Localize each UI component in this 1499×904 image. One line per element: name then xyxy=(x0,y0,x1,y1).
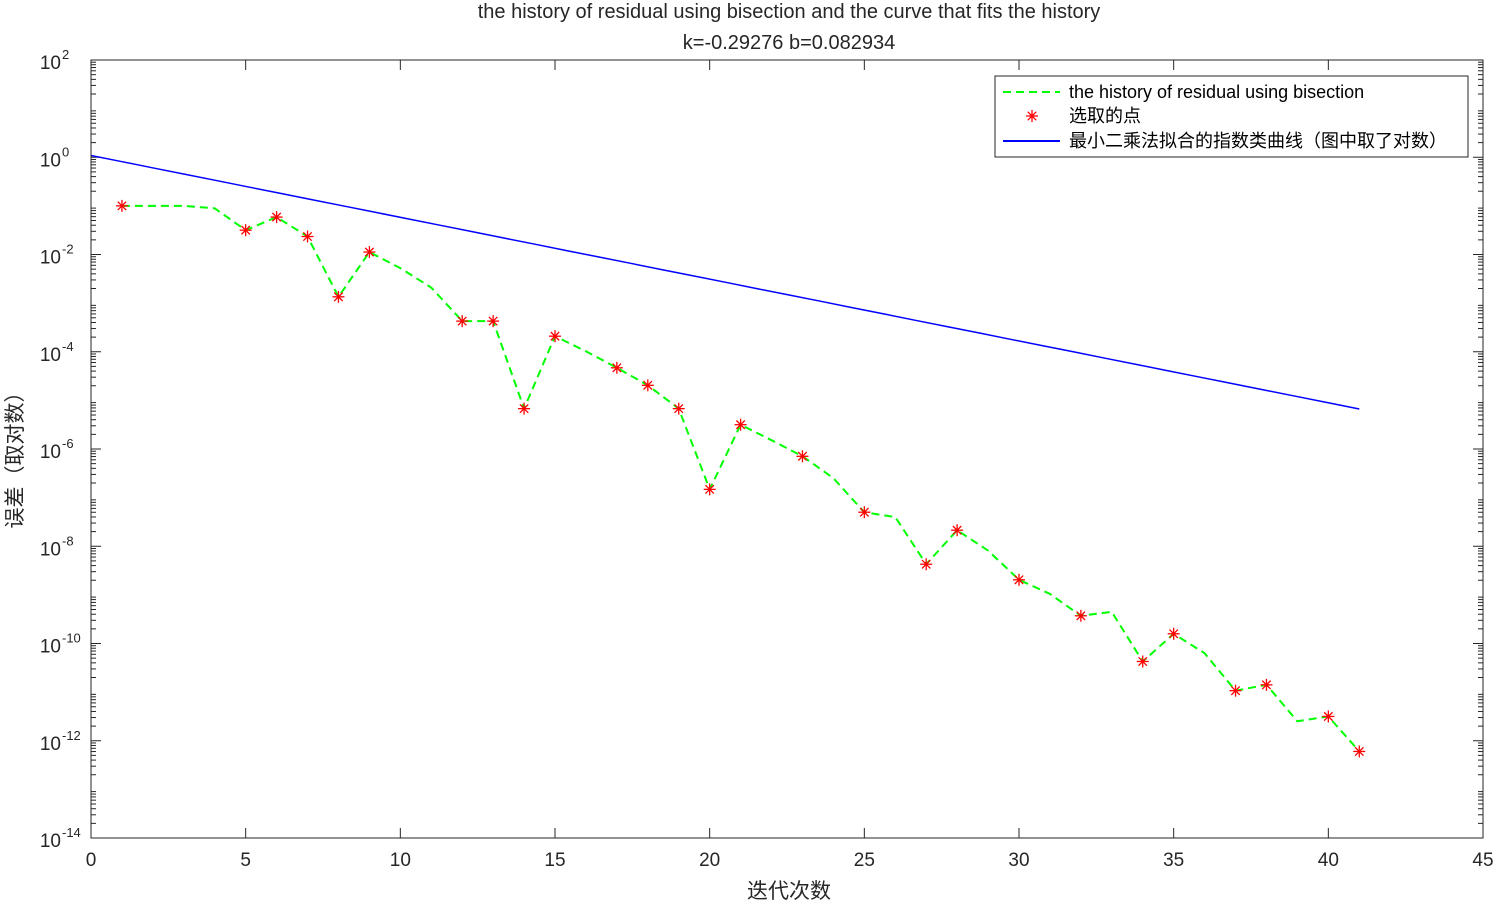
selected-points xyxy=(115,199,1366,758)
y-tick-label: 10 xyxy=(40,637,61,658)
selected-point-marker xyxy=(1136,655,1149,668)
y-tick-exponent: 0 xyxy=(62,144,69,159)
legend-star-icon xyxy=(1026,110,1038,122)
selected-point-marker xyxy=(487,315,500,328)
legend-fit-label: 最小二乘法拟合的指数类曲线（图中取了对数） xyxy=(1069,131,1447,151)
y-tick-exponent: -8 xyxy=(62,533,74,548)
x-tick-label: 25 xyxy=(854,850,875,871)
selected-point-marker xyxy=(363,246,376,259)
y-tick-exponent: -2 xyxy=(62,242,74,257)
y-tick-label: 10 xyxy=(40,248,61,269)
legend-box xyxy=(994,75,1469,158)
selected-point-marker xyxy=(610,361,623,374)
selected-point-marker xyxy=(734,418,747,431)
legend: the history of residual using bisection … xyxy=(994,75,1469,158)
chart-title: the history of residual using bisection … xyxy=(478,1,1101,23)
y-tick-label: 10 xyxy=(40,150,61,171)
y-tick-exponent: 2 xyxy=(62,47,69,62)
legend-marker-swatch xyxy=(1026,110,1038,122)
y-tick-label: 10 xyxy=(40,539,61,560)
y-tick-label: 10 xyxy=(40,345,61,366)
selected-point-marker xyxy=(518,402,531,415)
y-tick-exponent: -4 xyxy=(62,339,74,354)
x-tick-label: 5 xyxy=(240,850,251,871)
y-tick-exponent: -6 xyxy=(62,436,74,451)
x-tick-label: 30 xyxy=(1008,850,1029,871)
selected-point-marker xyxy=(641,379,654,392)
x-tick-label: 0 xyxy=(86,850,97,871)
selected-point-marker xyxy=(1074,609,1087,622)
x-tick-label: 35 xyxy=(1163,850,1184,871)
selected-point-marker xyxy=(796,450,809,463)
selected-point-marker xyxy=(1229,684,1242,697)
y-axis-label: 误差（取对数） xyxy=(3,382,27,529)
selected-point-marker xyxy=(1167,627,1180,640)
y-tick-label: 10 xyxy=(40,53,61,74)
x-axis-ticks: 0 5 10 15 20 25 30 35 40 45 xyxy=(86,60,1494,871)
legend-points-label: 选取的点 xyxy=(1069,106,1141,126)
y-tick-label: 10 xyxy=(40,442,61,463)
fit-curve-line xyxy=(91,154,1360,410)
selected-point-marker xyxy=(951,524,964,537)
selected-point-marker xyxy=(456,315,469,328)
plot-frame xyxy=(90,59,1484,839)
chart-subtitle: k=-0.29276 b=0.082934 xyxy=(683,32,895,54)
selected-point-marker xyxy=(1322,710,1335,723)
selected-point-marker xyxy=(549,330,561,343)
x-tick-label: 15 xyxy=(544,850,565,871)
selected-point-marker xyxy=(115,199,128,212)
selected-point-marker xyxy=(239,224,252,237)
selected-point-marker xyxy=(858,506,871,519)
y-tick-label: 10 xyxy=(40,831,61,852)
x-tick-label: 10 xyxy=(390,850,411,871)
y-tick-exponent: -12 xyxy=(62,728,81,743)
selected-point-marker xyxy=(920,558,933,571)
selected-point-marker xyxy=(1013,573,1025,586)
selected-point-marker xyxy=(270,211,283,224)
selected-point-marker xyxy=(301,230,314,243)
y-tick-label: 10 xyxy=(40,734,61,755)
legend-history-label: the history of residual using bisection xyxy=(1069,82,1364,102)
selected-point-marker xyxy=(1260,678,1273,691)
selected-point-marker xyxy=(672,402,685,415)
selected-point-marker xyxy=(703,483,716,496)
x-axis-label: 迭代次数 xyxy=(747,879,831,903)
selected-point-marker xyxy=(332,290,345,303)
selected-point-marker xyxy=(1353,745,1366,758)
y-tick-exponent: -10 xyxy=(62,631,81,646)
residual-history-line xyxy=(121,204,1361,753)
plot-area xyxy=(91,60,1483,838)
x-tick-label: 40 xyxy=(1318,850,1339,871)
x-tick-label: 20 xyxy=(699,850,720,871)
y-tick-exponent: -14 xyxy=(62,825,81,840)
x-tick-label: 45 xyxy=(1472,850,1493,871)
